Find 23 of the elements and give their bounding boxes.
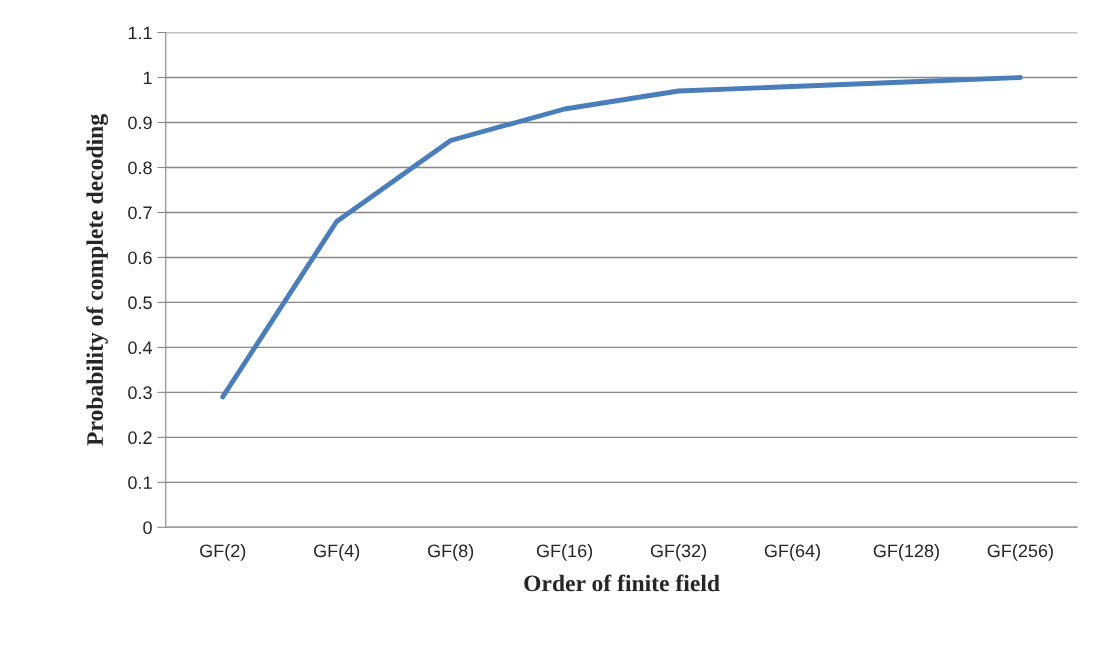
x-axis-title: Order of finite field [524, 574, 720, 592]
y-tick-label: 0.8 [128, 161, 152, 175]
y-tick-label: 1 [143, 71, 152, 85]
x-tick-label: GF(64) [764, 543, 820, 561]
x-tick-label: GF(2) [200, 543, 246, 561]
x-tick-label: GF(16) [536, 543, 593, 561]
y-tick-label: 0.6 [128, 251, 152, 265]
y-tick-label: 0.4 [128, 341, 153, 355]
y-tick-label: 1.1 [128, 26, 152, 40]
y-tick-label: 0.3 [128, 386, 152, 400]
y-axis-title: Probability of complete decoding [86, 114, 109, 446]
x-tick-label: GF(8) [427, 543, 474, 561]
y-tick-label: 0.2 [128, 431, 152, 445]
x-tick-label: GF(4) [314, 543, 360, 561]
y-tick-label: 0 [143, 521, 152, 535]
line-series [220, 75, 1023, 400]
x-tick-label: GF(32) [650, 543, 707, 561]
y-tick-label: 0.1 [128, 476, 152, 490]
x-tick-label: GF(256) [987, 543, 1053, 561]
y-tick-label: 0.7 [128, 206, 152, 220]
y-tick-label: 0.5 [128, 296, 152, 310]
x-tick-label: GF(128) [873, 543, 939, 561]
y-tick-label: 0.9 [128, 116, 152, 130]
